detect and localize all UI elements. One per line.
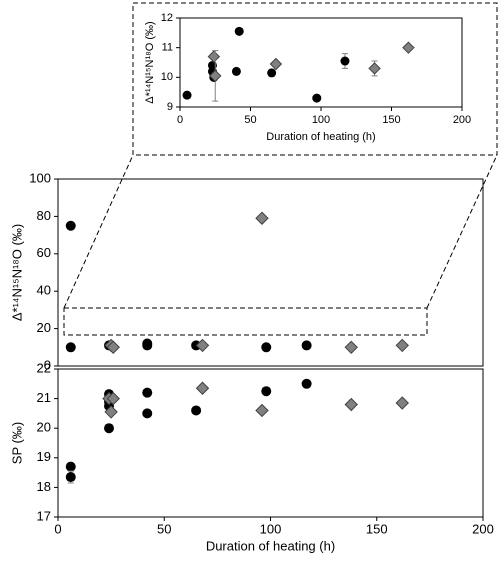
circle-marker — [312, 93, 322, 103]
x-axis-label: Duration of heating (h) — [266, 131, 375, 143]
y-tick-label: 20 — [37, 420, 51, 435]
y-tick-label: 12 — [161, 12, 173, 24]
diamond-marker — [368, 62, 381, 75]
x-tick-label: 150 — [382, 114, 400, 126]
zoom-line — [426, 154, 498, 309]
circle-marker — [267, 68, 277, 78]
circle-marker — [65, 220, 76, 231]
x-tick-label: 200 — [472, 521, 494, 536]
y-tick-label: 17 — [37, 508, 51, 523]
x-tick-label: 50 — [244, 114, 256, 126]
circle-marker — [65, 461, 76, 472]
y-tick-label: 80 — [37, 208, 51, 223]
diamond-marker — [195, 338, 210, 353]
y-tick-label: 40 — [37, 283, 51, 298]
plot-frame — [57, 178, 484, 367]
zoom-guides — [63, 2, 498, 336]
y-tick-label: 100 — [29, 170, 51, 185]
circle-marker — [191, 405, 202, 416]
plot-frame — [179, 17, 463, 108]
y-tick-label: 20 — [37, 320, 51, 335]
diamond-marker — [395, 396, 409, 410]
diamond-marker — [255, 403, 269, 418]
diamond-marker — [344, 397, 358, 412]
y-tick-label: 18 — [37, 479, 51, 494]
y-tick-label: 0 — [44, 357, 51, 372]
y-tick-label: 9 — [167, 101, 173, 113]
circle-marker — [65, 472, 76, 483]
x-tick-label: 0 — [177, 114, 183, 126]
y-axis-label: Δ*¹⁴N¹⁵N¹⁸O (‰) — [144, 21, 156, 103]
circle-marker — [182, 90, 192, 100]
zoom-line — [63, 154, 134, 309]
diamond-marker — [344, 340, 358, 355]
diamond-marker — [104, 405, 118, 419]
circle-marker — [340, 56, 350, 66]
diamond-marker — [255, 211, 269, 225]
x-tick-label: 0 — [54, 521, 61, 536]
y-tick-label: 11 — [162, 42, 173, 54]
panel: 9 10 11 12 0 50 100 150 200 Duration of heating (… — [144, 12, 471, 143]
circle-marker — [142, 338, 153, 349]
zoom-region — [63, 307, 428, 336]
panel: 0 20 40 60 80 100 Δ*¹⁴N¹⁵N¹⁸O (‰) — [9, 170, 484, 372]
circle-marker — [142, 387, 153, 398]
diamond-marker — [395, 338, 409, 353]
circle-marker — [234, 26, 244, 36]
y-tick-label: 10 — [161, 71, 173, 83]
circle-marker — [104, 423, 114, 434]
circle-marker — [301, 378, 312, 389]
x-tick-label: 150 — [366, 521, 388, 536]
circle-marker — [261, 386, 272, 397]
diamond-marker — [195, 381, 210, 395]
circle-marker — [142, 408, 153, 419]
diamond-marker — [207, 50, 221, 63]
y-axis-label: Δ*¹⁴N¹⁵N¹⁸O (‰) — [9, 224, 24, 321]
y-tick-label: 60 — [37, 245, 51, 260]
diamond-marker — [402, 41, 415, 54]
x-tick-label: 100 — [312, 114, 330, 126]
circle-marker — [261, 342, 272, 353]
y-tick-label: 22 — [37, 360, 51, 375]
x-tick-label: 50 — [157, 521, 171, 536]
diamond-marker — [106, 340, 120, 355]
circle-marker — [301, 340, 312, 351]
inset-frame — [132, 2, 498, 156]
diamond-marker — [269, 57, 283, 71]
circle-marker — [65, 342, 76, 353]
circle-marker — [231, 66, 241, 76]
y-axis-label: SP (‰) — [9, 422, 24, 464]
y-tick-label: 21 — [37, 390, 51, 405]
diamond-marker — [106, 391, 120, 406]
x-tick-label: 100 — [260, 521, 282, 536]
x-tick-label: 200 — [453, 114, 471, 126]
diamond-marker — [209, 69, 222, 83]
y-tick-label: 19 — [37, 449, 51, 464]
x-axis-label: Duration of heating (h) — [206, 538, 335, 553]
